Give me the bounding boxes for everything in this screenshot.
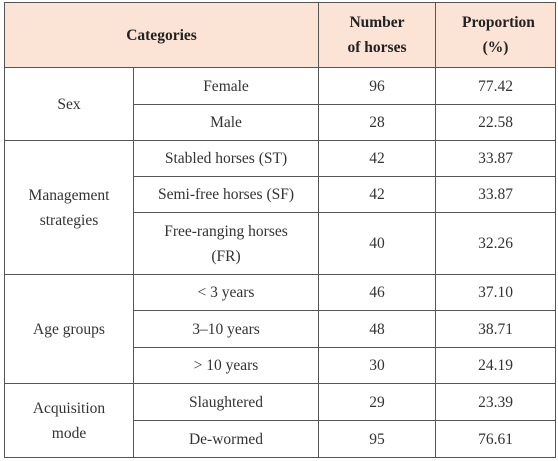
group-label: Age groups bbox=[4, 274, 134, 384]
proportion-cell: 76.61 bbox=[435, 420, 556, 458]
category-name: < 3 years bbox=[133, 274, 319, 311]
proportion-cell: 38.71 bbox=[435, 310, 556, 348]
data-row: Management strategies Stabled horses (ST)… bbox=[4, 140, 556, 275]
header-cell: Categories bbox=[4, 2, 319, 68]
category-name: 3–10 years bbox=[133, 310, 319, 348]
number-cell: 42 bbox=[318, 176, 436, 213]
number-cell: 29 bbox=[318, 383, 436, 421]
number-cell: 40 bbox=[318, 212, 436, 275]
proportion-cell: 33.87 bbox=[435, 140, 556, 177]
category-name: > 10 years bbox=[133, 347, 319, 384]
category-name: Semi-free horses (SF) bbox=[133, 176, 319, 213]
number-cell: 28 bbox=[318, 104, 436, 141]
header-cell: Proportion (%) bbox=[435, 2, 556, 68]
category-name: Free-ranging horses (FR) bbox=[133, 212, 319, 275]
number-cell: 48 bbox=[318, 310, 436, 348]
proportion-cell: 32.26 bbox=[435, 212, 556, 275]
data-row: Male 28 22.58 bbox=[5, 104, 556, 141]
category-name: Female bbox=[133, 67, 319, 105]
number-cell: 30 bbox=[318, 347, 436, 384]
number-cell: 46 bbox=[318, 274, 436, 311]
data-row: Age groups < 3 years 46 37.10 bbox=[4, 274, 556, 384]
data-row: 3–10 years 48 38.71 bbox=[5, 310, 556, 348]
number-cell: 95 bbox=[318, 420, 436, 458]
data-row: De-wormed 95 76.61 bbox=[5, 420, 556, 458]
horse-table: Categories Number of horses Proportion (… bbox=[4, 2, 556, 458]
data-row: Semi-free horses (SF) 42 33.87 bbox=[5, 176, 556, 213]
group-label: Management strategies bbox=[4, 140, 134, 275]
category-name: Stabled horses (ST) bbox=[133, 140, 319, 177]
proportion-cell: 37.10 bbox=[435, 274, 556, 311]
proportion-cell: 24.19 bbox=[435, 347, 556, 384]
data-row: Acquisition mode Slaughtered 29 23.39 bbox=[4, 383, 556, 458]
number-cell: 96 bbox=[318, 67, 436, 105]
number-cell: 42 bbox=[318, 140, 436, 177]
header-cell: Number of horses bbox=[318, 2, 436, 68]
proportion-cell: 77.42 bbox=[435, 67, 556, 105]
proportion-cell: 22.58 bbox=[435, 104, 556, 141]
group-label: Sex bbox=[4, 67, 134, 141]
table-body: Sex Female 96 77.42 Male 28 22.58 Management st… bbox=[4, 67, 556, 458]
group-label: Acquisition mode bbox=[4, 383, 134, 458]
category-name: Slaughtered bbox=[133, 383, 319, 421]
table-container: Categories Number of horses Proportion (… bbox=[4, 2, 556, 458]
data-row: Sex Female 96 77.42 bbox=[4, 67, 556, 141]
proportion-cell: 33.87 bbox=[435, 176, 556, 213]
category-name: De-wormed bbox=[133, 420, 319, 458]
header-row: Categories Number of horses Proportion (… bbox=[4, 2, 556, 68]
category-name: Male bbox=[133, 104, 319, 141]
proportion-cell: 23.39 bbox=[435, 383, 556, 421]
